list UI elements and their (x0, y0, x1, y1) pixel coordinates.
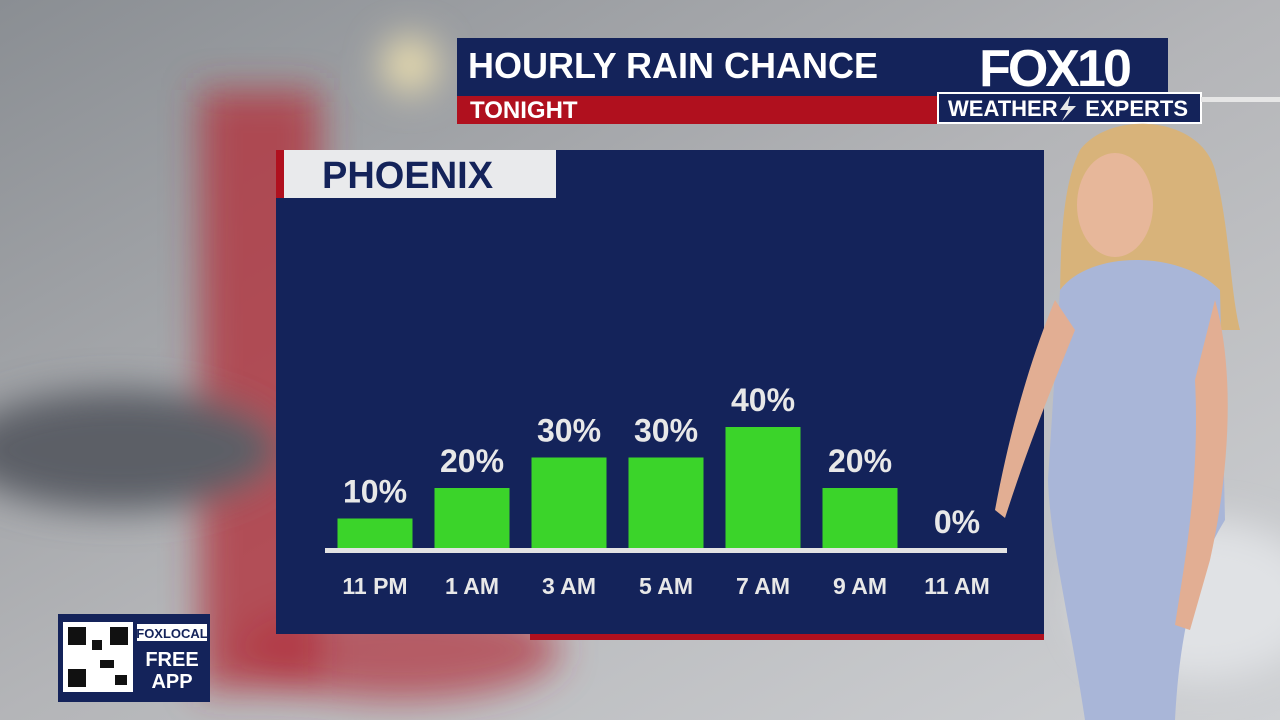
x-tick-label: 11 AM (924, 573, 990, 599)
logo: FOX10 (979, 40, 1130, 98)
location-tab (276, 150, 556, 198)
app-badge-logo-box (137, 624, 207, 641)
value-label: 30% (537, 413, 601, 449)
app-text: APP (151, 671, 192, 693)
header-subtitle: TONIGHT (470, 97, 578, 124)
tagline-left: WEATHER (948, 96, 1058, 121)
bar (822, 488, 898, 549)
header-panel (457, 38, 940, 96)
bar (434, 488, 510, 549)
x-tick-label: 11 PM (342, 573, 407, 599)
lightning-icon (1060, 96, 1076, 121)
value-label: 20% (828, 443, 892, 479)
x-tick-label: 1 AM (445, 573, 499, 599)
tagline-right: EXPERTS (1085, 96, 1188, 121)
x-tick-label: 9 AM (833, 573, 887, 599)
baseline (325, 548, 1007, 553)
value-label: 10% (343, 474, 407, 510)
value-label: 30% (634, 413, 698, 449)
tagline-rule (1201, 97, 1280, 102)
x-tick-label: 7 AM (736, 573, 790, 599)
app-text: FREE (145, 649, 198, 671)
chart-panel-accent (530, 634, 1044, 640)
presenter (995, 123, 1240, 720)
bar (628, 457, 704, 549)
value-label: 40% (731, 382, 795, 418)
chart-panel (276, 150, 1044, 634)
header-subbar (457, 96, 940, 124)
value-label: 20% (440, 443, 504, 479)
x-tick-label: 5 AM (639, 573, 693, 599)
value-label: 0% (934, 504, 980, 540)
bar (725, 427, 801, 549)
header-title: HOURLY RAIN CHANCE (468, 45, 878, 86)
qr-pattern (68, 627, 128, 687)
chart-title: PHOENIX (322, 155, 494, 197)
plot: 10% 11 PM 20% 1 AM 30% 3 AM 30% 5 AM 40% 7 AM 20% 9… (337, 382, 990, 599)
logo-panel (940, 38, 1168, 94)
location-tab-accent (276, 150, 284, 198)
app-badge-logo: FOXLOCAL (136, 626, 208, 641)
bar (531, 457, 607, 549)
x-tick-label: 3 AM (542, 573, 596, 599)
bar (337, 518, 413, 549)
